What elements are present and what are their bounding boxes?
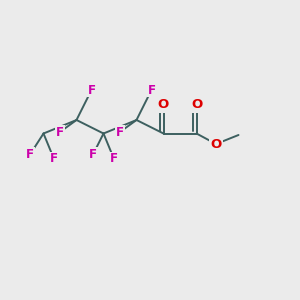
Text: F: F [26,148,34,161]
Text: F: F [89,148,97,161]
Text: O: O [191,98,202,112]
Text: F: F [110,152,118,166]
Text: O: O [210,137,222,151]
Text: F: F [56,125,64,139]
Text: F: F [88,83,95,97]
Text: O: O [158,98,169,112]
Text: F: F [50,152,58,166]
Text: F: F [116,125,124,139]
Text: F: F [148,83,155,97]
